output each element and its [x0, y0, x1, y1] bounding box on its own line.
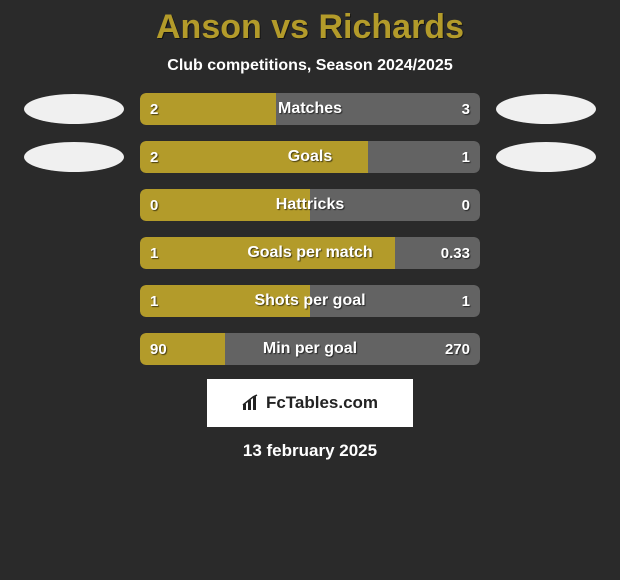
page-title: Anson vs Richards — [156, 8, 464, 47]
stat-value-left: 1 — [150, 245, 158, 262]
stat-label: Goals per match — [247, 244, 372, 262]
stat-bar: 2 3 Matches — [140, 93, 480, 125]
stat-value-right: 0 — [462, 197, 470, 214]
stat-label: Matches — [278, 100, 342, 118]
player-right-badge — [496, 142, 596, 172]
stat-label: Hattricks — [276, 196, 344, 214]
player-right-badge — [496, 94, 596, 124]
bar-fill-left — [140, 93, 276, 125]
player-left-badge — [24, 142, 124, 172]
stat-value-right: 0.33 — [441, 245, 470, 262]
stat-row: 90 270 Min per goal — [0, 333, 620, 365]
stat-value-left: 2 — [150, 149, 158, 166]
subtitle: Club competitions, Season 2024/2025 — [167, 57, 452, 75]
stat-bar: 2 1 Goals — [140, 141, 480, 173]
stat-bar: 1 1 Shots per goal — [140, 285, 480, 317]
stat-value-right: 1 — [462, 149, 470, 166]
stat-value-right: 1 — [462, 293, 470, 310]
stat-row: 0 0 Hattricks — [0, 189, 620, 221]
stat-value-left: 0 — [150, 197, 158, 214]
bar-fill-left — [140, 141, 368, 173]
player-left-badge — [24, 94, 124, 124]
stat-bar: 1 0.33 Goals per match — [140, 237, 480, 269]
stat-row: 1 0.33 Goals per match — [0, 237, 620, 269]
stat-row: 2 3 Matches — [0, 93, 620, 125]
stat-value-left: 2 — [150, 101, 158, 118]
stat-row: 2 1 Goals — [0, 141, 620, 173]
stat-value-right: 3 — [462, 101, 470, 118]
stat-label: Min per goal — [263, 340, 357, 358]
logo-text: FcTables.com — [266, 393, 378, 413]
stat-value-left: 90 — [150, 341, 167, 358]
comparison-infographic: Anson vs Richards Club competitions, Sea… — [0, 0, 620, 580]
stat-label: Goals — [288, 148, 332, 166]
stat-label: Shots per goal — [254, 292, 365, 310]
stat-row: 1 1 Shots per goal — [0, 285, 620, 317]
chart-icon — [242, 394, 260, 412]
stats-chart: 2 3 Matches 2 1 Goals 0 0 Hattricks 1 0.33 Goals pe… — [0, 93, 620, 365]
stat-value-left: 1 — [150, 293, 158, 310]
source-logo: FcTables.com — [207, 379, 413, 427]
stat-bar: 90 270 Min per goal — [140, 333, 480, 365]
stat-bar: 0 0 Hattricks — [140, 189, 480, 221]
date-label: 13 february 2025 — [243, 441, 377, 461]
stat-value-right: 270 — [445, 341, 470, 358]
